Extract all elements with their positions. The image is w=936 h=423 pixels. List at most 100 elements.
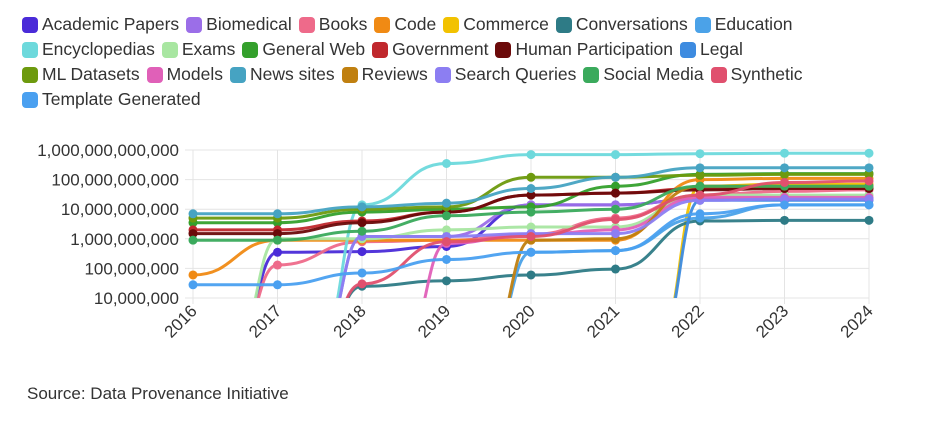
- legend-swatch: [186, 16, 203, 33]
- legend-item-encyclopedias[interactable]: Encyclopedias: [22, 39, 155, 60]
- legend-swatch: [434, 66, 451, 83]
- legend-swatch: [443, 16, 460, 33]
- legend-item-template-generated[interactable]: Template Generated: [22, 89, 201, 110]
- legend-label: Conversations: [575, 14, 688, 34]
- data-point: [695, 149, 705, 159]
- data-point: [780, 169, 789, 179]
- legend-label: Commerce: [463, 14, 549, 34]
- legend-label: Social Media: [603, 64, 704, 84]
- data-point: [188, 235, 198, 245]
- data-point: [780, 163, 789, 173]
- data-point: [357, 268, 367, 278]
- y-tick-label: 10,000,000,000: [61, 200, 179, 219]
- data-point: [780, 177, 789, 187]
- legend-item-biomedical[interactable]: Biomedical: [186, 14, 292, 35]
- legend-item-government[interactable]: Government: [372, 39, 488, 60]
- data-point: [526, 231, 536, 241]
- x-tick-label: 2020: [499, 301, 539, 341]
- legend-item-reviews[interactable]: Reviews: [341, 64, 428, 85]
- data-point: [526, 247, 536, 257]
- legend-item-conversations[interactable]: Conversations: [555, 14, 688, 35]
- x-tick-label: 2023: [752, 301, 792, 341]
- legend-item-legal[interactable]: Legal: [680, 39, 743, 60]
- legend-swatch: [374, 16, 391, 33]
- legend-swatch: [22, 91, 38, 108]
- data-point: [611, 181, 620, 191]
- legend-item-general-web[interactable]: General Web: [242, 39, 365, 60]
- data-point: [611, 264, 620, 274]
- data-point: [442, 276, 451, 286]
- data-point: [526, 270, 536, 280]
- legend-label: Search Queries: [454, 64, 577, 84]
- data-point: [357, 202, 367, 212]
- data-point: [442, 158, 451, 168]
- legend-item-search-queries[interactable]: Search Queries: [434, 64, 577, 85]
- legend-swatch: [161, 41, 178, 58]
- legend-label: Legal: [700, 39, 743, 59]
- legend-label: ML Datasets: [42, 64, 140, 84]
- legend-swatch: [710, 66, 727, 83]
- data-point: [526, 150, 536, 160]
- legend-item-models[interactable]: Models: [146, 64, 223, 85]
- data-point: [442, 254, 451, 264]
- legend-label: News sites: [250, 64, 335, 84]
- legend-label: Government: [392, 39, 489, 59]
- data-point: [526, 222, 536, 232]
- legend-item-education[interactable]: Education: [694, 14, 793, 35]
- data-point: [357, 226, 367, 236]
- source-note: Source: Data Provenance Initiative: [27, 384, 289, 403]
- data-point: [611, 150, 620, 160]
- data-point: [611, 214, 620, 224]
- legend-item-social-media[interactable]: Social Media: [583, 64, 704, 85]
- legend-item-ml-datasets[interactable]: ML Datasets: [22, 64, 140, 85]
- legend-item-code[interactable]: Code: [374, 14, 436, 35]
- legend-item-synthetic[interactable]: Synthetic: [710, 64, 803, 85]
- legend-item-human-participation[interactable]: Human Participation: [495, 39, 673, 60]
- data-point: [357, 247, 367, 257]
- legend-label: Encyclopedias: [42, 39, 155, 59]
- data-point: [611, 204, 620, 214]
- data-point: [780, 200, 789, 210]
- data-point: [188, 229, 198, 239]
- y-tick-label: 100,000,000: [84, 259, 179, 278]
- series-line: [423, 195, 871, 298]
- legend-item-exams[interactable]: Exams: [161, 39, 235, 60]
- series-line: [346, 218, 871, 298]
- legend-swatch: [230, 66, 247, 83]
- legend-label: General Web: [262, 39, 366, 59]
- x-tick-label: 2022: [668, 301, 708, 341]
- legend-label: Academic Papers: [42, 14, 180, 34]
- legend-swatch: [22, 16, 38, 33]
- chart-legend: Academic Papers Biomedical Books Code Commer…: [22, 12, 922, 112]
- data-point: [357, 279, 367, 289]
- legend-item-commerce[interactable]: Commerce: [443, 14, 549, 35]
- legend-item-academic-papers[interactable]: Academic Papers: [22, 14, 179, 35]
- data-point: [442, 225, 451, 235]
- legend-item-books[interactable]: Books: [298, 14, 367, 35]
- legend-label: Code: [394, 14, 437, 34]
- legend-label: Reviews: [361, 64, 428, 84]
- legend-swatch: [242, 41, 259, 58]
- legend-label: Biomedical: [206, 14, 292, 34]
- legend-item-news-sites[interactable]: News sites: [230, 64, 335, 85]
- data-point: [780, 215, 789, 225]
- y-tick-label: 10,000,000: [94, 289, 179, 308]
- data-point: [695, 209, 705, 219]
- y-tick-label: 1,000,000,000: [70, 230, 179, 249]
- legend-label: Synthetic: [730, 64, 803, 84]
- data-point: [611, 246, 620, 256]
- x-tick-label: 2021: [583, 301, 623, 341]
- data-point: [273, 280, 282, 290]
- data-point: [864, 176, 874, 186]
- data-point: [864, 163, 874, 173]
- data-point: [273, 229, 282, 239]
- data-point: [864, 200, 874, 210]
- data-point: [273, 209, 282, 219]
- data-point: [611, 188, 620, 198]
- y-tick-label: 100,000,000,000: [51, 171, 179, 190]
- data-point: [864, 148, 874, 158]
- line-chart: 10,000,000 100,000,000 1,000,000,000 10,000…: [37, 141, 877, 342]
- y-tick-label: 1,000,000,000,000: [37, 141, 179, 160]
- legend-swatch: [583, 66, 600, 83]
- legend-swatch: [372, 41, 389, 58]
